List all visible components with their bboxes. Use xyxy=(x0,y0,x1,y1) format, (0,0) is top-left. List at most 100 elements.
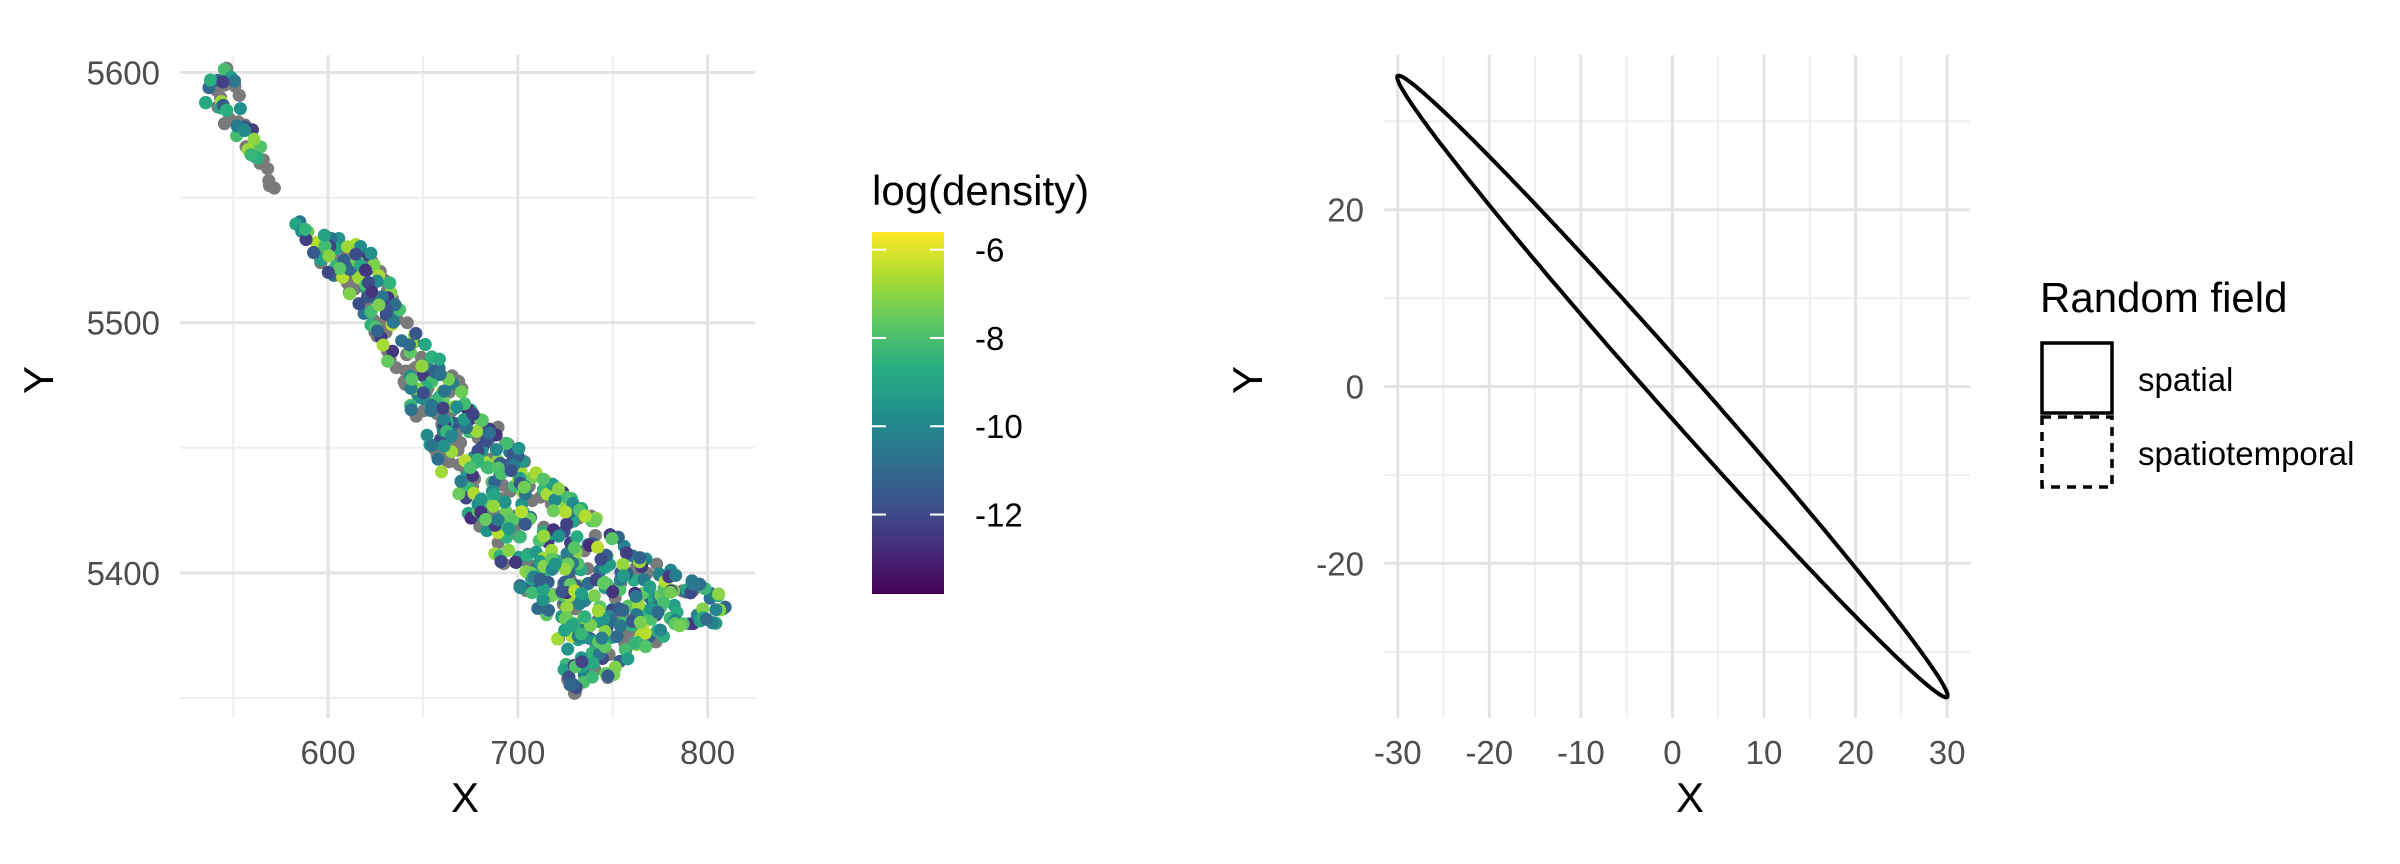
scatter-point xyxy=(454,474,468,488)
scatter-point xyxy=(613,619,627,633)
scatter-point xyxy=(233,102,247,116)
scatter-point xyxy=(536,593,550,607)
spatial-ellipse xyxy=(1395,73,1950,700)
scatter-point xyxy=(536,472,550,486)
scatter-point xyxy=(512,441,526,455)
scatter-point xyxy=(628,636,642,650)
scatter-point xyxy=(435,465,448,479)
scatter-point xyxy=(220,103,234,117)
colorbar-labels: -6 -8 -10 -12 xyxy=(975,232,1023,534)
ellipse-y-axis: -20 0 20 xyxy=(1316,192,1364,583)
scatter-point xyxy=(565,619,578,633)
scatter-point xyxy=(643,580,657,594)
scatter-point xyxy=(548,557,562,571)
scatter-point xyxy=(597,576,610,590)
colorbar-tick-label: -6 xyxy=(975,232,1004,269)
scatter-point xyxy=(578,610,592,624)
scatter-point xyxy=(518,517,532,531)
scatter-point xyxy=(479,513,493,526)
scatter-point xyxy=(551,632,565,646)
scatter-point xyxy=(298,222,312,236)
y-tick-label: 5500 xyxy=(87,305,160,342)
scatter-point xyxy=(594,552,608,566)
ellipse-grid xyxy=(1384,55,1970,718)
x-tick-label: -20 xyxy=(1465,734,1513,771)
scatter-point xyxy=(537,529,551,543)
scatter-point xyxy=(575,587,588,601)
legend-title: Random field xyxy=(2040,274,2287,321)
scatter-point xyxy=(517,480,531,494)
scatter-point xyxy=(436,401,450,415)
scatter-point xyxy=(333,262,347,275)
scatter-point xyxy=(232,88,246,102)
scatter-point xyxy=(364,246,378,260)
scatter-point xyxy=(455,385,469,399)
scatter-point xyxy=(386,315,400,329)
scatter-point xyxy=(450,400,464,414)
scatter-point xyxy=(578,509,592,523)
x-tick-label: 800 xyxy=(680,734,735,771)
scatter-point xyxy=(409,327,423,340)
scatter-point xyxy=(498,495,512,509)
scatter-point xyxy=(238,124,252,137)
legend-label-spatial: spatial xyxy=(2138,361,2233,398)
y-tick-label: 0 xyxy=(1346,369,1364,406)
scatter-point xyxy=(425,439,439,452)
scatter-point xyxy=(343,287,357,301)
ellipse-panel: -30 -20 -10 0 10 20 30 -20 0 20 X Y xyxy=(1224,55,1970,821)
legend-key-spatial xyxy=(2040,341,2114,415)
scatter-point xyxy=(664,585,677,599)
scatter-point xyxy=(349,247,363,261)
scatter-point xyxy=(494,555,508,569)
scatter-point xyxy=(639,640,653,654)
scatter-point xyxy=(585,670,599,684)
scatter-point xyxy=(415,359,429,373)
y-tick-label: 5600 xyxy=(87,55,160,92)
colorbar-tick-label: -8 xyxy=(975,320,1004,357)
scatter-point xyxy=(638,626,652,640)
scatter-point xyxy=(651,605,665,619)
scatter-point xyxy=(509,555,522,569)
x-tick-label: 600 xyxy=(300,734,355,771)
colorbar-tick-label: -10 xyxy=(975,408,1023,445)
scatter-point xyxy=(437,439,451,453)
scatter-point xyxy=(669,568,683,582)
scatter-point xyxy=(587,589,601,603)
scatter-point xyxy=(513,530,527,544)
scatter-point xyxy=(494,467,508,481)
scatter-point xyxy=(247,132,261,146)
y-axis-title: Y xyxy=(15,366,62,394)
scatter-point xyxy=(559,505,572,519)
scatter-point xyxy=(400,316,414,330)
scatter-point xyxy=(620,546,633,560)
scatter-point xyxy=(542,603,555,617)
scatter-point xyxy=(616,603,630,617)
scatter-point xyxy=(228,74,241,88)
x-tick-label: 30 xyxy=(1929,734,1966,771)
scatter-point xyxy=(504,464,518,478)
scatter-y-axis: 5400 5500 5600 xyxy=(87,55,160,592)
colorbar-gradient xyxy=(872,232,944,594)
scatter-point xyxy=(616,569,630,583)
x-tick-label: 20 xyxy=(1837,734,1874,771)
scatter-point xyxy=(629,589,643,603)
scatter-point xyxy=(513,581,527,594)
y-tick-label: 20 xyxy=(1327,192,1364,229)
scatter-point xyxy=(217,117,231,131)
scatter-point xyxy=(307,246,321,259)
scatter-point xyxy=(267,181,281,195)
scatter-point xyxy=(575,655,589,669)
scatter-point xyxy=(616,558,630,571)
scatter-point xyxy=(487,488,501,502)
x-tick-label: -10 xyxy=(1557,734,1605,771)
scatter-point xyxy=(709,603,723,617)
scatter-point xyxy=(699,612,713,626)
scatter-point xyxy=(601,669,615,683)
scatter-point xyxy=(533,572,547,586)
x-tick-label: 0 xyxy=(1663,734,1681,771)
scatter-point xyxy=(552,482,566,496)
scatter-point xyxy=(586,656,600,670)
scatter-point xyxy=(216,75,230,89)
scatter-point xyxy=(358,263,372,277)
